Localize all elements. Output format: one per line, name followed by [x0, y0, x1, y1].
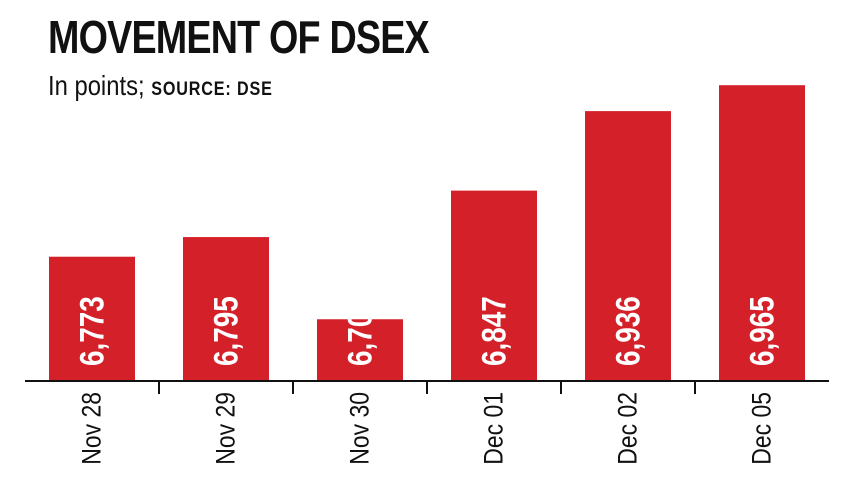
bar-nov-29: [183, 237, 269, 380]
source-label: SOURCE: DSE: [151, 79, 273, 100]
x-tick-label: Dec 05: [747, 392, 777, 465]
x-tick-label: Dec 01: [479, 392, 509, 465]
data-label: 6,847: [475, 296, 513, 366]
data-label: 6,965: [743, 296, 781, 366]
unit-label: In points;: [48, 70, 145, 101]
bar-nov-30: [317, 319, 403, 380]
x-tick-label: Nov 29: [211, 392, 241, 465]
x-tick-label: Nov 30: [345, 392, 375, 465]
data-label: 6,773: [73, 296, 111, 366]
x-tick-label: Nov 28: [77, 392, 107, 465]
chart-title: MOVEMENT OF DSEX: [48, 11, 430, 63]
bar-dec-05: [719, 85, 805, 380]
data-label: 6,795: [207, 296, 245, 366]
bar-dec-01: [451, 190, 537, 380]
bar-nov-28: [49, 256, 135, 380]
data-label: 6,703: [341, 296, 379, 366]
x-tick-label: Dec 02: [613, 392, 643, 465]
data-label: 6,936: [609, 296, 647, 366]
chart-subtitle: In points; SOURCE: DSE: [48, 70, 273, 102]
bar-dec-02: [585, 111, 671, 381]
